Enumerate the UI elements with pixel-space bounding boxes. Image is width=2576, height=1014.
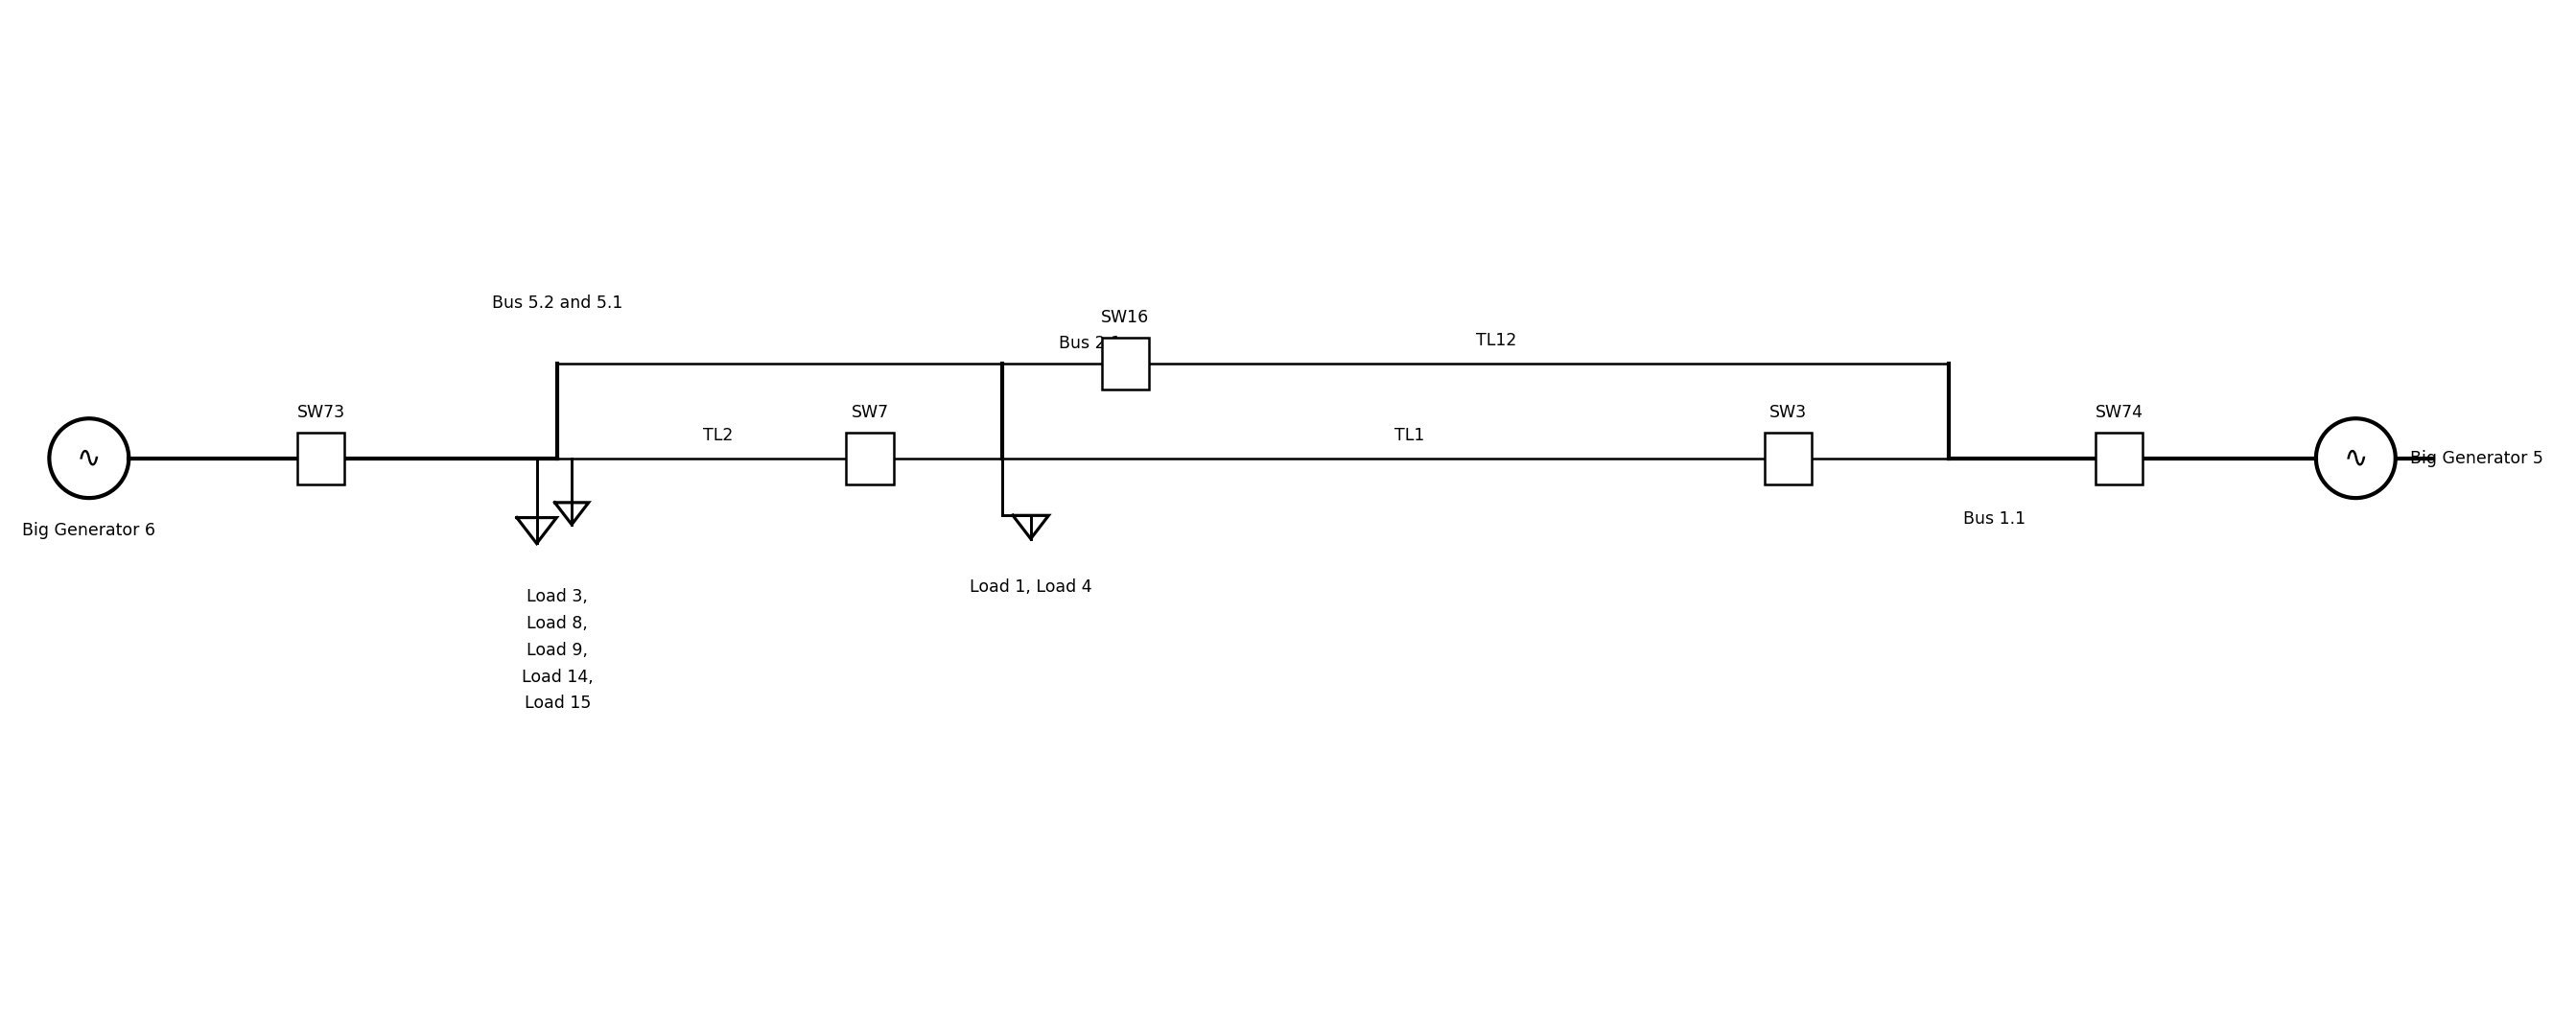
Text: Bus 2.1: Bus 2.1 <box>1059 335 1121 352</box>
Text: Load 1, Load 4: Load 1, Load 4 <box>969 579 1092 596</box>
Text: Big Generator 6: Big Generator 6 <box>23 521 155 539</box>
Text: SW7: SW7 <box>850 404 889 421</box>
Text: SW73: SW73 <box>296 404 345 421</box>
Text: SW16: SW16 <box>1103 309 1149 327</box>
Bar <box>2094 432 2143 485</box>
Text: ∿: ∿ <box>77 444 100 473</box>
Text: Load 3,
Load 8,
Load 9,
Load 14,
Load 15: Load 3, Load 8, Load 9, Load 14, Load 15 <box>523 588 592 712</box>
Bar <box>845 432 894 485</box>
Text: SW74: SW74 <box>2094 404 2143 421</box>
Bar <box>1765 432 1811 485</box>
Text: ∿: ∿ <box>2344 444 2367 473</box>
Bar <box>296 432 345 485</box>
Text: SW3: SW3 <box>1770 404 1806 421</box>
Text: Bus 5.2 and 5.1: Bus 5.2 and 5.1 <box>492 294 623 311</box>
Text: Bus 1.1: Bus 1.1 <box>1963 510 2025 527</box>
Text: Big Generator 5: Big Generator 5 <box>2409 449 2543 466</box>
Text: TL1: TL1 <box>1394 427 1425 444</box>
Text: TL2: TL2 <box>703 427 734 444</box>
Bar <box>1103 338 1149 389</box>
Text: TL12: TL12 <box>1476 333 1517 350</box>
